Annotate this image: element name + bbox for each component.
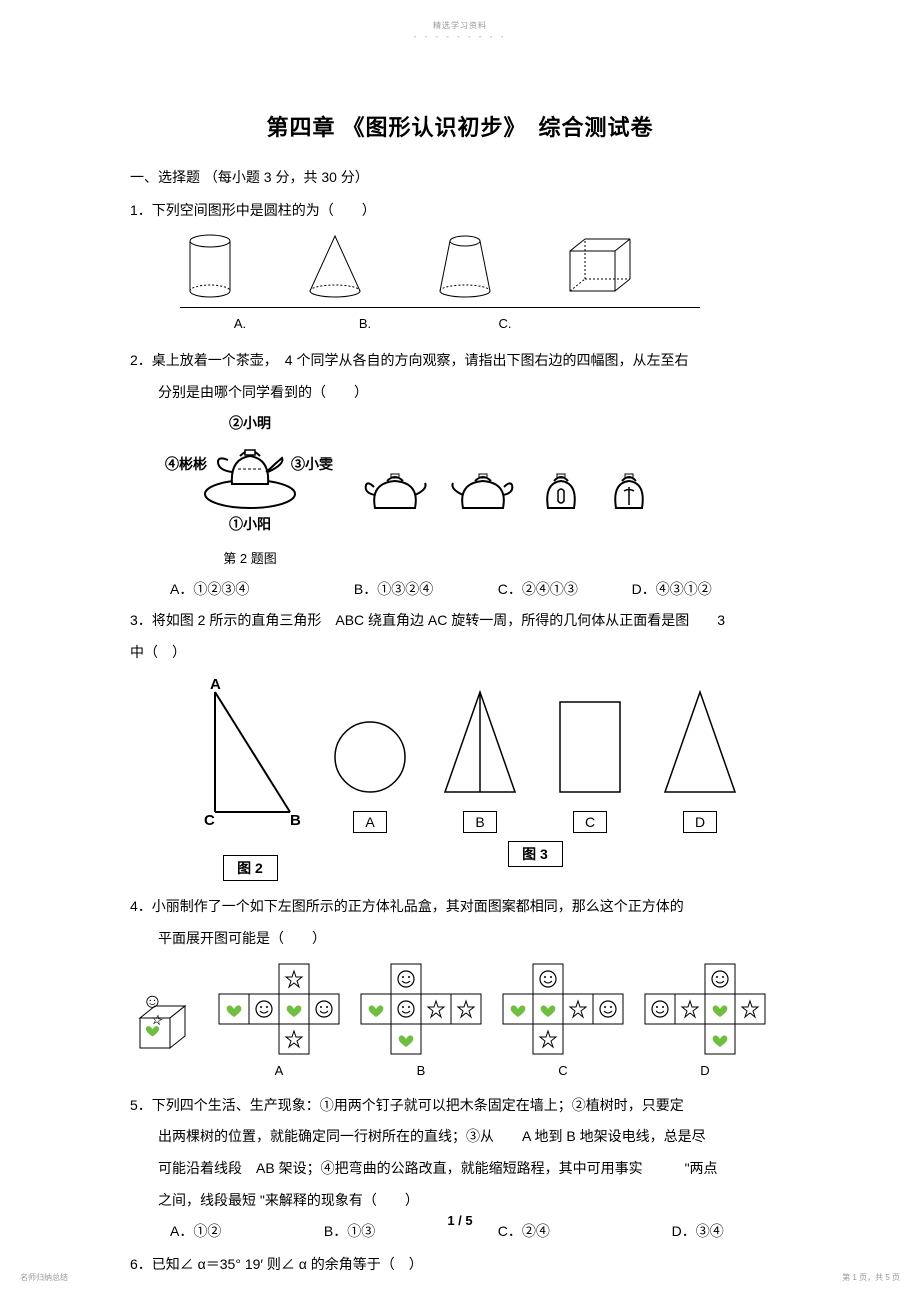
q3-opt-d-fig: D (650, 677, 750, 833)
q3-options-block: A B C D 图 3 (320, 677, 750, 867)
svg-text:B: B (290, 812, 301, 829)
q1-stem: 1．下列空间图形中是圆柱的为（ ） (130, 199, 790, 223)
q4-stem-l1: 4．小丽制作了一个如下左图所示的正方体礼品盒，其对面图案都相同，那么这个正方体的 (130, 895, 790, 919)
q4-opt-b: B (356, 1063, 486, 1078)
svg-text:A: A (210, 677, 221, 693)
q3-opt-c-fig: C (540, 677, 640, 833)
q5-stem-l4: 之间，线段最短 "来解释的现象有（ ） (130, 1189, 790, 1213)
q4-cube (130, 978, 202, 1078)
q2-opt-c: C．②④①③ (498, 579, 628, 599)
q2-caption: 第 2 题图 (160, 548, 340, 567)
q4-opt-d: D (640, 1063, 770, 1078)
q6-stem: 6．已知∠ α＝35° 19′ 则∠ α 的余角等于（ ） (130, 1253, 790, 1277)
q2-view-1 (360, 463, 430, 518)
q2-stem-l2: 分别是由哪个同学看到的（ ） (130, 381, 790, 405)
q2-opt-d: D．④③①② (632, 579, 712, 599)
q3-opt-a-fig: A (320, 677, 420, 833)
q1-label-a: A. (180, 316, 300, 331)
q4-opt-b-fig: B (356, 959, 486, 1078)
q1-figures (180, 231, 700, 308)
q3-opt-c: C (573, 811, 607, 833)
q4-opt-a-fig: A (214, 959, 344, 1078)
q2-stem-l1: 2．桌上放着一个茶壶， 4 个同学从各自的方向观察，请指出下图右边的四幅图，从左… (130, 349, 790, 373)
q2-name-top: ②小明 (229, 415, 271, 431)
footer-left: 名师归纳总结 (20, 1272, 68, 1283)
q3-opt-b: B (463, 811, 497, 833)
page-title: 第四章 《图形认识初步》 综合测试卷 (130, 110, 790, 142)
q2-view-3 (536, 463, 586, 518)
q2-view-4 (604, 463, 654, 518)
q3-figures: A C B 图 2 A B C (190, 677, 790, 881)
page-content: 第四章 《图形认识初步》 综合测试卷 一、选择题 （每小题 3 分，共 30 分… (130, 110, 790, 1285)
q5-stem-l3: 可能沿着线段 AB 架设；④把弯曲的公路改直，就能缩短路程，其中可用事实 "两点 (130, 1157, 790, 1181)
q2-figure-block: ②小明 ④彬彬 ③小雯 ①小阳 第 2 题图 (160, 414, 790, 567)
q3-opt-b-fig: B (430, 677, 530, 833)
q4-opt-a: A (214, 1063, 344, 1078)
q1-label-c: C. (430, 316, 580, 331)
q3-opt-d: D (683, 811, 717, 833)
q5-stem-l1: 5．下列四个生活、生产现象：①用两个钉子就可以把木条固定在墙上；②植树时，只要定 (130, 1094, 790, 1118)
q3-fig2-label: 图 2 (223, 855, 278, 881)
q3-fig3-label: 图 3 (508, 841, 563, 867)
q2-name-left: ④彬彬 (165, 456, 207, 472)
q2-options: A．①②③④ B．①③②④ C．②④①③ D．④③①② (130, 579, 790, 599)
q1-fig-b (300, 231, 370, 301)
svg-text:C: C (204, 812, 215, 829)
q2-opt-b: B．①③②④ (354, 579, 494, 599)
q4-figures: A B (130, 959, 790, 1078)
q2-name-right: ③小雯 (291, 456, 334, 472)
q1-fig-c (430, 231, 500, 301)
footer-right: 第 1 页，共 5 页 (842, 1272, 900, 1283)
q2-name-bottom: ①小阳 (229, 516, 271, 532)
header-label: 精选学习资料 (0, 20, 920, 31)
q4-opt-c-fig: C (498, 959, 628, 1078)
q1-fig-d (560, 231, 640, 301)
section-1-heading: 一、选择题 （每小题 3 分，共 30 分） (130, 167, 790, 187)
q3-fig2: A C B 图 2 (190, 677, 310, 881)
footer-page: 1 / 5 (0, 1213, 920, 1228)
q2-opt-a: A．①②③④ (170, 579, 350, 599)
q2-views (360, 463, 654, 518)
q1-fig-a (180, 231, 240, 301)
header-dots: - - - - - - - - - (0, 32, 920, 41)
q2-teapot-scene: ②小明 ④彬彬 ③小雯 ①小阳 第 2 题图 (160, 414, 340, 567)
q4-opt-c: C (498, 1063, 628, 1078)
q1-label-b: B. (300, 316, 430, 331)
q1-labels: A. B. C. (180, 316, 700, 331)
q2-view-2 (448, 463, 518, 518)
q3-stem-l2: 中（ ） (130, 641, 790, 665)
q4-opt-d-fig: D (640, 959, 770, 1078)
q3-stem-l1: 3．将如图 2 所示的直角三角形 ABC 绕直角边 AC 旋转一周，所得的几何体… (130, 609, 790, 633)
q5-stem-l2: 出两棵树的位置，就能确定同一行树所在的直线；③从 A 地到 B 地架设电线，总是… (130, 1125, 790, 1149)
q3-opt-a: A (353, 811, 387, 833)
q4-stem-l2: 平面展开图可能是（ ） (130, 927, 790, 951)
